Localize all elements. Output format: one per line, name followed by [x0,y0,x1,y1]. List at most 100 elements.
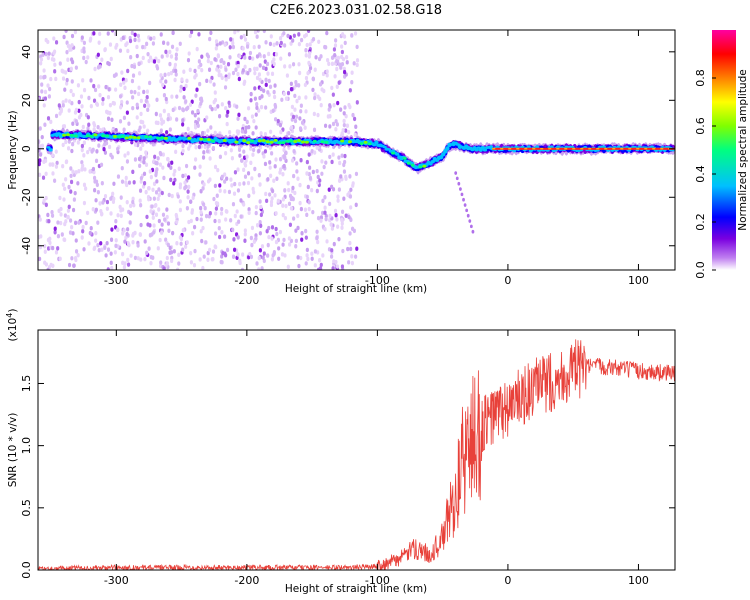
noise-speck [198,164,202,169]
noise-speck [131,240,135,245]
noise-speck [202,254,206,259]
noise-speck [154,212,159,217]
noise-speck [326,114,330,119]
noise-speck [98,31,102,37]
noise-speck [340,61,345,67]
noise-speck [158,162,162,167]
noise-speck [114,238,118,243]
noise-speck [342,69,347,75]
noise-speck [142,156,146,161]
noise-speck [275,176,279,181]
noise-speck [199,101,203,106]
noise-speck [197,144,202,150]
noise-speck [230,156,235,161]
noise-speck [59,206,63,212]
noise-speck [292,33,296,38]
noise-speck [293,190,297,196]
noise-speck [50,213,55,218]
noise-speck [223,42,227,47]
noise-speck [89,78,93,83]
noise-speck [174,68,178,74]
noise-speck [304,261,308,266]
noise-speck [69,166,73,171]
noise-speck [160,190,164,196]
noise-speck [213,57,217,62]
ridge-mark [471,229,475,234]
noise-speck [93,179,97,184]
noise-speck [99,241,103,246]
x-tick-label: -100 [365,574,390,587]
noise-speck [236,252,240,257]
noise-speck [105,199,110,205]
ridge-mark [304,140,309,144]
noise-speck [242,149,246,154]
noise-speck [257,172,261,178]
ridge-mark [187,136,192,140]
noise-speck [231,70,236,76]
noise-speck [305,194,309,200]
noise-speck [262,88,266,93]
snr-x-axis: -300 -200 -100 0 100 [104,330,649,587]
noise-speck [70,59,75,65]
noise-speck [64,70,68,75]
noise-speck [284,96,289,101]
noise-speck [149,254,153,260]
noise-speck [197,32,201,37]
noise-speck [272,178,276,183]
ridge-mark [382,145,387,149]
noise-speck [226,62,231,67]
noise-speck [126,227,130,232]
noise-speck [61,142,65,148]
noise-speck [70,148,74,154]
noise-speck [103,150,108,155]
noise-speck [103,47,107,52]
noise-speck [272,251,276,256]
ridge-mark [261,138,266,142]
noise-speck [81,229,85,234]
noise-speck [255,223,260,228]
colorbar-gradient [712,30,736,270]
noise-speck [191,231,195,236]
noise-speck [116,174,121,179]
noise-speck [270,71,275,77]
noise-speck [257,255,261,261]
noise-speck [320,87,324,92]
noise-speck [141,142,145,148]
noise-speck [263,131,268,137]
noise-speck [212,196,216,202]
noise-speck [180,77,184,82]
noise-speck [325,239,329,244]
noise-speck [171,230,175,236]
noise-speck [145,250,149,256]
noise-speck [153,203,157,209]
noise-speck [139,203,143,208]
noise-speck [281,197,285,202]
noise-speck [223,85,228,90]
noise-speck [331,187,336,192]
noise-speck [59,212,63,217]
noise-speck [87,95,91,101]
noise-speck [283,64,287,69]
noise-speck [348,194,353,199]
noise-speck [251,186,255,192]
noise-speck [96,189,100,195]
noise-speck [330,226,334,231]
noise-speck [288,242,292,247]
noise-speck [44,262,49,267]
ridge-mark [136,136,141,140]
ridge-mark [269,140,274,144]
noise-speck [258,63,262,68]
noise-speck [271,108,275,114]
noise-speck [50,209,54,215]
noise-speck [147,186,151,191]
noise-speck [276,118,280,124]
noise-speck [304,53,308,58]
noise-speck [74,107,78,113]
noise-speck [44,195,48,201]
snr-panel: -300 -200 -100 0 100 0.0 0.5 1.0 1.5 Height of … [5,309,676,595]
noise-speck [291,62,296,67]
noise-speck [105,109,109,115]
noise-speck [181,107,185,112]
noise-speck [307,200,311,205]
noise-speck [96,125,100,130]
